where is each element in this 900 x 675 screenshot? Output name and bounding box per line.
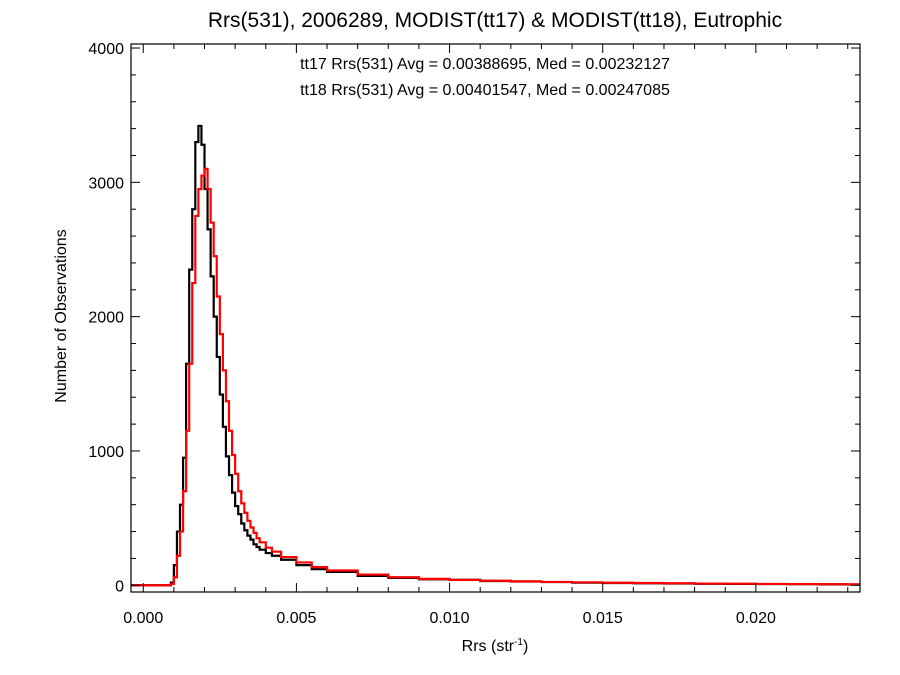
x-axis-label-superscript: -1 bbox=[514, 637, 523, 648]
y-tick-label: 4000 bbox=[88, 41, 124, 58]
x-axis-label-close: ) bbox=[523, 638, 528, 655]
annotation-tt17: tt17 Rrs(531) Avg = 0.00388695, Med = 0.… bbox=[300, 56, 670, 73]
series-line-tt18 bbox=[131, 167, 860, 587]
x-tick-label: 0.000 bbox=[123, 610, 163, 627]
series-group bbox=[131, 124, 860, 587]
x-axis-label: Rrs (str-1) bbox=[462, 637, 529, 655]
x-tick-label: 0.020 bbox=[736, 610, 776, 627]
chart-title: Rrs(531), 2006289, MODIST(tt17) & MODIST… bbox=[208, 9, 782, 32]
y-tick-label: 3000 bbox=[88, 175, 124, 192]
x-tick-label: 0.005 bbox=[276, 610, 316, 627]
y-tick-label: 0 bbox=[115, 578, 124, 595]
x-tick-label: 0.015 bbox=[583, 610, 623, 627]
y-axis: 0 1000 2000 3000 4000 bbox=[88, 41, 860, 595]
y-axis-label: Number of Observations bbox=[53, 229, 70, 402]
series-line-tt17 bbox=[131, 124, 860, 587]
y-tick-label: 2000 bbox=[88, 310, 124, 327]
plot-frame bbox=[130, 43, 861, 593]
x-axis-label-main: Rrs (str bbox=[462, 638, 515, 655]
annotation-tt18: tt18 Rrs(531) Avg = 0.00401547, Med = 0.… bbox=[300, 82, 670, 99]
y-tick-label: 1000 bbox=[88, 444, 124, 461]
x-axis: 0.000 0.005 0.010 0.015 0.020 bbox=[123, 44, 849, 627]
annotation-block: tt17 Rrs(531) Avg = 0.00388695, Med = 0.… bbox=[300, 56, 670, 99]
x-tick-label: 0.010 bbox=[430, 610, 470, 627]
